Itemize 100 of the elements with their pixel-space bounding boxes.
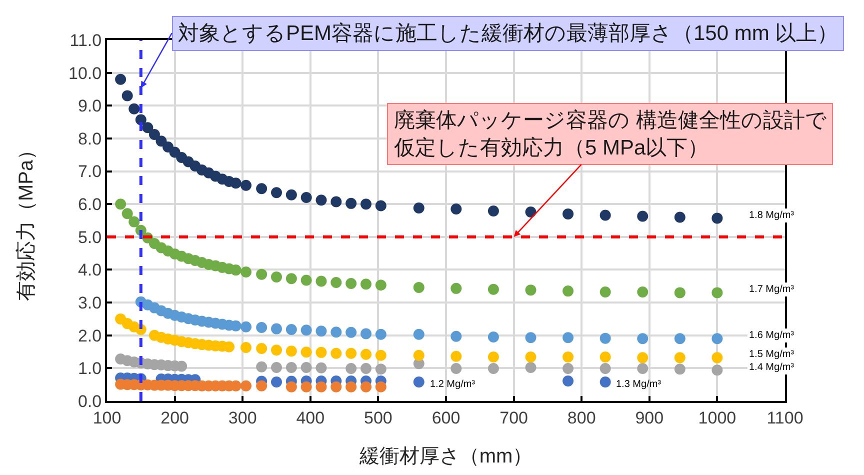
point — [674, 364, 686, 375]
y-tick-label: 4.0 — [78, 260, 102, 280]
point — [300, 324, 312, 336]
point — [600, 210, 611, 221]
point — [346, 278, 357, 290]
point — [637, 352, 648, 364]
point — [413, 282, 424, 293]
annotation: 1.3 Mg/m³ — [616, 379, 662, 390]
point — [286, 346, 297, 357]
point — [525, 362, 536, 374]
annotation: 1.2 Mg/m³ — [430, 379, 476, 390]
point — [122, 90, 133, 102]
point — [271, 271, 282, 282]
text: 1.8 Mg/m³ — [749, 210, 795, 221]
point — [316, 381, 327, 392]
point — [488, 352, 499, 363]
point — [488, 332, 499, 342]
point — [562, 363, 574, 374]
point — [230, 264, 242, 276]
point — [230, 178, 242, 189]
point — [240, 342, 252, 354]
point — [256, 361, 268, 372]
y-tick-label: 5.0 — [78, 228, 102, 247]
point — [450, 350, 462, 362]
ref-line-label: 対象とするPEM容器に施工した緩衝材の最薄部厚さ（150 mm 以上） — [178, 22, 838, 45]
point — [330, 326, 342, 338]
point — [600, 352, 611, 363]
point — [712, 333, 723, 344]
point — [375, 350, 386, 361]
point — [674, 212, 686, 223]
point — [525, 206, 536, 218]
point — [375, 200, 386, 212]
x-tick-label: 300 — [228, 408, 257, 428]
x-tick-label: 100 — [92, 408, 122, 428]
point — [525, 332, 536, 344]
point — [525, 284, 536, 296]
point — [256, 380, 268, 392]
point — [562, 352, 574, 363]
point — [122, 208, 133, 220]
point — [413, 376, 424, 388]
point — [300, 362, 312, 374]
x-tick-label: 400 — [296, 408, 325, 428]
text: 1.7 Mg/m³ — [749, 284, 795, 295]
point — [360, 278, 372, 290]
x-tick-label: 500 — [364, 408, 392, 428]
point — [240, 180, 252, 191]
point — [316, 276, 327, 287]
point — [240, 321, 252, 332]
point — [360, 198, 372, 210]
point — [346, 363, 357, 374]
point — [142, 122, 154, 134]
point — [674, 352, 686, 364]
point — [271, 362, 282, 374]
point — [346, 381, 357, 392]
point — [224, 341, 235, 352]
point — [413, 350, 424, 361]
point — [115, 198, 126, 210]
point — [128, 103, 140, 114]
point — [346, 326, 357, 338]
point — [256, 322, 268, 333]
point — [450, 363, 462, 374]
point — [300, 192, 312, 204]
point — [256, 342, 268, 354]
point — [450, 330, 462, 342]
point — [488, 205, 499, 216]
y-tick-label: 2.0 — [78, 326, 102, 346]
point — [360, 348, 372, 360]
point — [712, 364, 723, 376]
point — [271, 187, 282, 198]
point — [300, 346, 312, 358]
point — [300, 274, 312, 286]
x-tick-label: 200 — [160, 408, 189, 428]
point — [375, 328, 386, 340]
x-tick-label: 800 — [567, 408, 596, 428]
point — [637, 363, 648, 374]
point — [637, 333, 648, 344]
y-tick-label: 7.0 — [78, 162, 102, 182]
ref-line-label: 廃棄体パッケージ容器の 構造健全性の設計で仮定した有効応力（5 MPa以下） — [393, 109, 827, 160]
point — [346, 348, 357, 359]
point — [600, 363, 611, 374]
point — [525, 352, 536, 363]
point — [286, 324, 297, 335]
point — [712, 287, 723, 298]
point — [271, 376, 282, 388]
point — [240, 266, 252, 278]
point — [712, 352, 723, 364]
text: 1.4 Mg/m³ — [749, 362, 795, 373]
y-tick-label: 3.0 — [78, 294, 102, 312]
point — [562, 286, 574, 297]
point — [330, 196, 342, 208]
point — [271, 344, 282, 356]
text: 1.6 Mg/m³ — [749, 330, 795, 341]
point — [316, 194, 327, 206]
point — [562, 375, 574, 386]
point — [316, 362, 327, 374]
point — [413, 202, 424, 214]
point — [375, 381, 386, 392]
point — [375, 364, 386, 375]
point — [375, 280, 386, 291]
y-tick-label: 1.0 — [78, 359, 102, 378]
